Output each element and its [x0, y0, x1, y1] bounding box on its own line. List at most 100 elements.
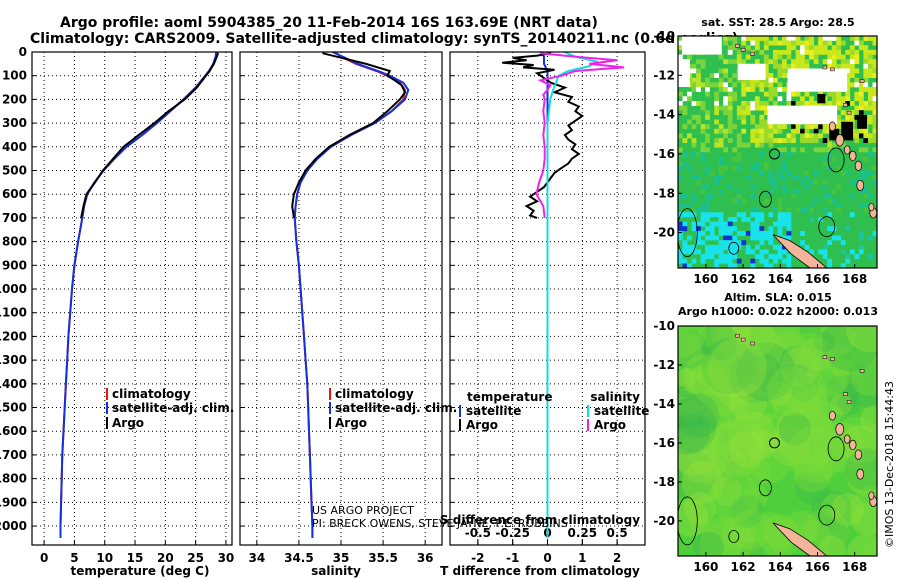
- sla-map: 160 162 164 166 168 -10 -12 -14 -16 -18 -20: [653, 319, 878, 574]
- sst-cell: [800, 133, 805, 139]
- temperature-profile-panel: 0 5 10 15 20 25 300100200300400500600700800900…: [0, 45, 234, 565]
- sst-cell: [750, 184, 756, 190]
- sla-blob: [735, 326, 782, 372]
- sst-cell: [836, 40, 842, 46]
- sst-cell: [773, 138, 778, 143]
- sst-cell: [727, 254, 733, 259]
- sst-cell: [682, 244, 688, 250]
- sst-cell: [863, 105, 869, 111]
- sst-cell: [795, 124, 801, 130]
- sst-cell: [682, 240, 688, 246]
- sst-cell: [827, 212, 833, 218]
- sst-map-field: [678, 36, 877, 268]
- sst-cell: [714, 244, 719, 250]
- sst-cell: [763, 128, 769, 134]
- sst-cell: [868, 152, 873, 157]
- sst-cell: [809, 49, 814, 55]
- sla-islet: [843, 392, 848, 396]
- sst-cell: [727, 101, 733, 106]
- sla-new-caledonia-shape: [772, 522, 828, 556]
- sst-cell: [827, 36, 833, 41]
- sst-cell: [732, 96, 738, 102]
- sst-cell: [863, 54, 869, 60]
- sst-cell: [763, 138, 769, 143]
- sst-cell: [822, 184, 828, 190]
- sst-cell: [777, 138, 783, 143]
- sst-cell: [845, 59, 851, 65]
- sla-blob: [809, 388, 832, 411]
- sst-cell: [709, 170, 715, 176]
- sst-cell: [827, 54, 833, 60]
- sst-cell: [750, 105, 756, 111]
- sst-cell: [750, 212, 756, 218]
- sla-blob: [811, 490, 853, 532]
- sst-cell: [750, 87, 756, 92]
- sst-cell: [759, 226, 765, 232]
- sal-x-tick-label: 34: [248, 551, 265, 565]
- sst-islet: [822, 65, 828, 70]
- sst-cell: [854, 128, 860, 134]
- sst-cell: [782, 63, 787, 69]
- sst-cell: [741, 128, 747, 134]
- sst-cell: [687, 203, 692, 208]
- sst-cell: [809, 249, 814, 255]
- sst-cell: [723, 82, 728, 88]
- sst-cell: [777, 217, 783, 222]
- sst-cell: [763, 82, 769, 88]
- sst-cell: [800, 63, 805, 69]
- sst-cell: [714, 249, 719, 255]
- sst-cell: [868, 59, 873, 65]
- sla-blob: [693, 531, 724, 556]
- sst-cell: [678, 54, 683, 60]
- sst-cell: [736, 142, 742, 148]
- sst-cell: [723, 226, 728, 232]
- sst-cell: [809, 203, 814, 208]
- sst-cell: [845, 226, 851, 232]
- sst-cell: [804, 138, 810, 143]
- sla-blob: [795, 471, 829, 505]
- temp-legend-label: satellite-adj. clim.: [112, 401, 234, 415]
- sst-cell: [768, 170, 774, 176]
- sla-blob: [710, 330, 747, 366]
- sst-cell: [863, 49, 869, 55]
- sst-cell: [763, 54, 769, 60]
- sla-lon-tick-label: 160: [693, 560, 718, 574]
- sla-blob: [688, 435, 731, 478]
- sst-cell: [723, 68, 728, 74]
- sla-blob: [745, 328, 774, 357]
- sst-cell: [691, 193, 697, 199]
- sst-cell: [732, 36, 738, 41]
- sst-cell: [849, 110, 855, 116]
- sst-cell: [750, 138, 756, 143]
- sst-cell: [863, 147, 869, 153]
- sst-cell: [714, 175, 719, 181]
- sla-blob: [816, 519, 849, 553]
- sst-cell: [840, 240, 846, 246]
- sst-cell: [804, 36, 810, 41]
- sst-cell: [759, 119, 765, 125]
- sst-cell: [863, 207, 869, 213]
- sst-cell: [863, 63, 869, 69]
- sst-cell: [732, 249, 738, 255]
- sla-island-shape: [854, 449, 863, 460]
- sst-cell: [827, 138, 833, 143]
- sla-blob: [840, 424, 877, 464]
- sst-cell: [773, 244, 778, 250]
- sst-cell: [773, 258, 778, 264]
- sst-cell: [723, 96, 728, 102]
- sst-cell: [858, 235, 864, 241]
- sst-cell: [786, 40, 792, 46]
- sst-cell: [718, 156, 724, 162]
- sst-cell: [822, 207, 828, 213]
- sst-cell: [827, 258, 833, 264]
- sst-map-frame: [677, 35, 878, 269]
- sla-blob: [775, 404, 835, 465]
- sst-cell: [858, 91, 864, 97]
- sst-cell: [709, 226, 715, 232]
- sst-cell: [836, 203, 842, 208]
- sst-cell: [678, 147, 683, 153]
- sst-cell: [831, 198, 837, 204]
- title-line-1: Argo profile: aoml 5904385_20 11-Feb-201…: [60, 15, 598, 31]
- sst-cell: [745, 175, 751, 181]
